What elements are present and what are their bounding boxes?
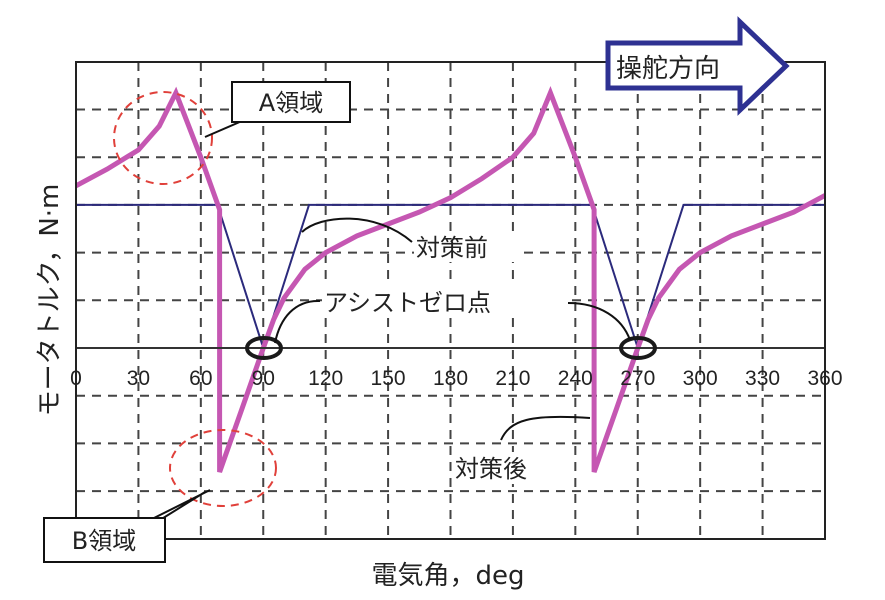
before-label: 対策前 bbox=[416, 234, 488, 262]
x-tick-label: 120 bbox=[308, 367, 343, 390]
plot-frame bbox=[75, 61, 826, 540]
x-tick-label: 150 bbox=[371, 367, 406, 390]
series-before-countermeasure bbox=[76, 203, 825, 352]
before-line bbox=[76, 203, 825, 352]
x-tick-label: 240 bbox=[558, 367, 593, 390]
assist-zero-label: アシストゼロ点 bbox=[324, 289, 491, 317]
after-leader bbox=[500, 415, 591, 441]
steering-direction-label: 操舵方向 bbox=[616, 54, 720, 84]
x-tick-label: 180 bbox=[433, 367, 468, 390]
y-axis-title: モータトルク，N·m bbox=[35, 184, 65, 417]
x-tick-label: 330 bbox=[745, 367, 780, 390]
x-tick-label: 270 bbox=[620, 367, 655, 390]
assist-zero-leader-right bbox=[567, 302, 631, 341]
region-a-label-box bbox=[231, 81, 351, 123]
region-a-label: A領域 bbox=[259, 89, 323, 117]
assist-zero-marker-270 bbox=[619, 336, 657, 360]
assist-zero-label-bg bbox=[322, 286, 568, 318]
before-leader bbox=[301, 217, 413, 243]
after-label-bg bbox=[452, 452, 562, 484]
assist-zero-marker-90 bbox=[245, 336, 283, 360]
after-line bbox=[74, 86, 827, 473]
x-tick-label: 90 bbox=[252, 367, 275, 390]
region-b-label: B領域 bbox=[72, 527, 136, 555]
x-tick-label: 30 bbox=[127, 367, 150, 390]
region-b-circle bbox=[169, 429, 277, 507]
region-b-label-box bbox=[43, 517, 166, 563]
before-label-bg bbox=[414, 232, 524, 262]
after-label: 対策後 bbox=[455, 455, 527, 483]
region-a-circle bbox=[113, 91, 213, 185]
x-axis-title: 電気角，deg bbox=[371, 561, 524, 591]
assist-zero-leader-left bbox=[274, 299, 321, 344]
x-tick-label: 210 bbox=[495, 367, 530, 390]
steering-direction-arrow-icon bbox=[605, 16, 790, 116]
x-tick-label: 60 bbox=[189, 367, 212, 390]
series-after-countermeasure bbox=[74, 86, 827, 473]
x-tick-label: 300 bbox=[683, 367, 718, 390]
x-tick-labels: 0 30 60 90 120 150 180 210 240 270 300 330 360 bbox=[70, 367, 842, 390]
